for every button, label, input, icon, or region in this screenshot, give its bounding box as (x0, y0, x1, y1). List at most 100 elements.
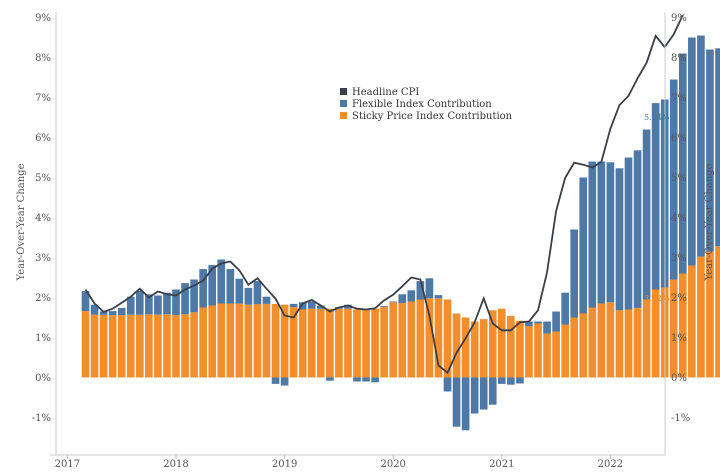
sticky-bar (307, 308, 316, 378)
sticky-bar (606, 302, 615, 378)
flexible-bar (443, 377, 452, 392)
flexible-bar (289, 303, 298, 308)
flexible-bar (642, 129, 651, 300)
sticky-bar (389, 302, 398, 378)
sticky-bar (669, 279, 678, 378)
legend-swatch-sticky (340, 112, 347, 119)
sticky-bar (326, 308, 334, 378)
flexible-bar (235, 278, 244, 304)
flexible-bar (488, 377, 497, 405)
flexible-bar (715, 48, 720, 247)
sticky-bar (90, 314, 99, 378)
sticky-bar (642, 299, 651, 378)
flexible-bar (461, 377, 470, 431)
flexible-bar (615, 168, 624, 311)
flexible-bar (534, 321, 542, 324)
flexible-bar (624, 157, 633, 310)
sticky-bar (289, 307, 298, 378)
flexible-bar (678, 53, 687, 274)
x-tick-label: 2022 (598, 459, 623, 470)
sticky-bar (461, 317, 470, 378)
sticky-bar (715, 246, 720, 378)
flexible-bar (362, 377, 370, 382)
sticky-bar (380, 306, 388, 378)
sticky-bar (570, 317, 579, 378)
sticky-bar (344, 308, 352, 378)
flexible-bar (606, 162, 615, 303)
x-tick-label: 2017 (55, 459, 80, 470)
flexible-bar (697, 35, 705, 257)
sticky-bar (253, 304, 262, 378)
legend-swatch-headline (340, 88, 347, 95)
flexible-bar (280, 377, 289, 386)
flexible-bar (552, 311, 560, 332)
x-tick-label: 2020 (380, 459, 405, 470)
sticky-bar (398, 303, 407, 378)
flexible-bar (190, 279, 198, 313)
y-tick-label-left: 8% (35, 53, 51, 64)
sticky-bar (706, 251, 714, 378)
flexible-bar (579, 177, 588, 314)
sticky-bar (552, 331, 560, 378)
legend: Headline CPI Flexible Index Contribution… (340, 87, 513, 122)
sticky-bar (516, 320, 524, 378)
sticky-bar (362, 309, 370, 378)
flexible-bar (688, 37, 696, 266)
sticky-bar (208, 305, 217, 378)
sticky-bar (597, 303, 606, 378)
legend-label-headline: Headline CPI (352, 87, 419, 98)
sticky-bar (615, 310, 624, 378)
flexible-bar (154, 295, 162, 315)
flexible-bar (108, 311, 117, 316)
flexible-bar (163, 292, 171, 315)
headline-cpi-line (84, 14, 684, 375)
sticky-bar (633, 307, 642, 378)
sticky-bar (434, 298, 443, 378)
sticky-bar (108, 315, 117, 378)
flexible-bar (81, 291, 90, 312)
sticky-bar (479, 319, 488, 378)
sticky-bar (697, 256, 705, 378)
y-tick-label-left: 6% (35, 133, 51, 144)
sticky-bar (678, 273, 687, 378)
y-tick-label-left: 0% (35, 373, 51, 384)
y-tick-label-left: 1% (35, 333, 51, 344)
flexible-bar (380, 305, 388, 307)
x-tick-labels: 2017 2018 2019 2020 2021 2022 (55, 455, 623, 470)
x-tick-label: 2021 (489, 459, 514, 470)
axes-layer (50, 12, 666, 456)
sticky-bar (507, 315, 515, 378)
y-tick-label-left: -1% (32, 413, 51, 424)
sticky-bar (588, 307, 597, 378)
flexible-bar (208, 265, 217, 306)
y-tick-label-right: 4% (671, 213, 687, 224)
sticky-bar (688, 265, 696, 378)
y-tick-label-right: 9% (671, 13, 687, 24)
sticky-bar (335, 308, 343, 378)
sticky-bar (99, 314, 108, 378)
legend-label-sticky: Sticky Price Index Contribution (352, 111, 513, 122)
flexible-bar (398, 294, 407, 304)
end-label-flexible: 5.14% (644, 113, 670, 122)
sticky-bar (488, 310, 497, 378)
flexible-bar (452, 377, 461, 427)
sticky-bar (416, 299, 425, 378)
flexible-bar (181, 283, 189, 315)
sticky-bar (651, 289, 660, 378)
flexible-bar (244, 287, 253, 305)
y-tick-label-right: 7% (671, 93, 687, 104)
y-tick-label-right: 8% (671, 53, 687, 64)
sticky-bar (534, 323, 542, 378)
flexible-bar (669, 79, 678, 280)
y-tick-label-left: 2% (35, 293, 51, 304)
flexible-bar (389, 301, 398, 303)
sticky-bar (226, 303, 235, 378)
flexible-bar (525, 321, 533, 327)
flexible-bar (353, 377, 361, 382)
sticky-bar (181, 314, 189, 378)
flexible-bar (516, 377, 524, 384)
right-axis-title: Year-Over-Year Change (704, 163, 715, 281)
flexible-bar (253, 281, 262, 305)
flexible-bar (416, 281, 425, 300)
